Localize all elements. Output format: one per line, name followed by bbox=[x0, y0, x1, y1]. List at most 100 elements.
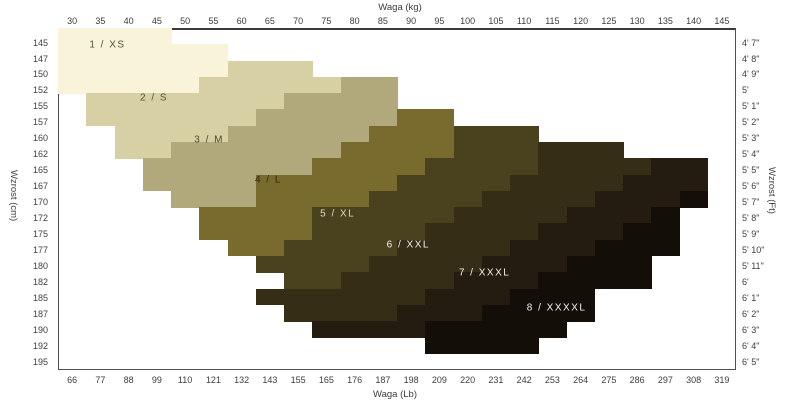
size-region-4-l bbox=[199, 223, 313, 241]
lb-tick-286: 286 bbox=[629, 375, 645, 385]
cm-tick-190: 190 bbox=[32, 324, 48, 335]
size-label-5-xl: 5 / XL bbox=[320, 208, 356, 220]
size-region-8-xxxxl bbox=[651, 207, 680, 224]
size-region-6-xxl bbox=[481, 190, 596, 208]
ft-tick-13: 5' 10" bbox=[742, 244, 765, 255]
size-region-6-xxl bbox=[340, 272, 454, 290]
lb-tick-275: 275 bbox=[601, 375, 617, 385]
size-region-6-xxl bbox=[538, 142, 624, 159]
size-region-4-l bbox=[255, 190, 370, 208]
lb-tick-308: 308 bbox=[686, 375, 702, 385]
size-region-8-xxxxl bbox=[510, 288, 596, 306]
ft-tick-15: 6' bbox=[742, 276, 749, 287]
kg-tick-100: 100 bbox=[460, 16, 476, 26]
ft-tick-17: 6' 2" bbox=[742, 308, 760, 319]
kg-tick-30: 30 bbox=[67, 16, 78, 26]
ft-tick-18: 6' 3" bbox=[742, 324, 760, 335]
kg-tick-105: 105 bbox=[488, 16, 504, 26]
size-region-2-s bbox=[199, 76, 341, 94]
cm-tick-192: 192 bbox=[32, 340, 48, 351]
cm-tick-165: 165 bbox=[32, 165, 48, 176]
size-region-8-xxxxl bbox=[425, 337, 539, 355]
ft-tick-14: 5' 11" bbox=[742, 260, 764, 271]
ft-tick-20: 6' 5" bbox=[742, 356, 760, 367]
cm-tick-180: 180 bbox=[32, 260, 48, 271]
size-region-3-m bbox=[171, 190, 257, 208]
size-region-3-m bbox=[171, 142, 341, 159]
lb-tick-297: 297 bbox=[657, 375, 673, 385]
kg-tick-65: 65 bbox=[264, 16, 275, 26]
right-axis-title: Wzrost (Ft) bbox=[766, 167, 777, 214]
size-region-5-xl bbox=[312, 207, 454, 224]
size-region-2-s bbox=[114, 125, 228, 143]
lb-tick-198: 198 bbox=[403, 375, 419, 385]
size-region-3-m bbox=[142, 158, 313, 176]
ft-tick-3: 5' bbox=[742, 85, 749, 96]
cm-tick-157: 157 bbox=[32, 117, 48, 128]
size-region-6-xxl bbox=[368, 256, 483, 273]
kg-tick-135: 135 bbox=[657, 16, 673, 26]
bottom-axis-title: Waga (Lb) bbox=[373, 389, 417, 400]
size-region-8-xxxxl bbox=[425, 321, 567, 338]
lb-tick-220: 220 bbox=[460, 375, 476, 385]
kg-tick-50: 50 bbox=[180, 16, 191, 26]
ft-tick-2: 4' 9" bbox=[742, 69, 760, 80]
size-region-1-xs bbox=[58, 76, 200, 94]
size-region-8-xxxxl bbox=[481, 304, 596, 322]
size-label-3-m: 3 / M bbox=[194, 134, 224, 146]
size-region-4-l bbox=[227, 239, 285, 257]
kg-tick-130: 130 bbox=[629, 16, 645, 26]
lb-tick-66: 66 bbox=[67, 375, 78, 385]
kg-tick-80: 80 bbox=[349, 16, 360, 26]
size-region-3-m bbox=[340, 76, 398, 94]
top-axis-title: Waga (kg) bbox=[378, 2, 422, 13]
lb-tick-121: 121 bbox=[205, 375, 221, 385]
size-region-6-xxl bbox=[255, 288, 426, 306]
size-region-7-xxxl bbox=[538, 223, 624, 241]
size-region-7-xxxl bbox=[453, 272, 539, 290]
lb-tick-143: 143 bbox=[262, 375, 278, 385]
size-region-1-xs bbox=[58, 28, 172, 45]
cm-tick-167: 167 bbox=[32, 181, 48, 191]
cm-tick-175: 175 bbox=[32, 228, 48, 239]
size-region-5-xl bbox=[368, 190, 483, 208]
size-region-4-l bbox=[199, 207, 313, 224]
size-region-6-xxl bbox=[510, 174, 624, 192]
size-region-5-xl bbox=[312, 223, 426, 241]
size-region-6-xxl bbox=[425, 223, 539, 241]
lb-tick-176: 176 bbox=[347, 375, 363, 385]
size-region-5-xl bbox=[453, 142, 539, 159]
cm-tick-160: 160 bbox=[32, 133, 48, 144]
cm-tick-150: 150 bbox=[32, 69, 48, 80]
lb-tick-155: 155 bbox=[290, 375, 306, 385]
cm-tick-170: 170 bbox=[32, 197, 48, 207]
left-axis-title: Wzrost (cm) bbox=[8, 170, 19, 222]
size-region-4-l bbox=[312, 158, 426, 176]
size-region-3-m bbox=[284, 93, 398, 110]
ft-tick-16: 6' 1" bbox=[742, 292, 760, 303]
ft-tick-19: 6' 4" bbox=[742, 340, 760, 351]
size-regions-layer: 1 / XS 2 / S 3 / M 4 / L 5 / XL 6 / XXL 7 / XX… bbox=[58, 28, 736, 370]
lb-tick-99: 99 bbox=[151, 375, 162, 385]
size-region-7-xxxl bbox=[594, 190, 680, 208]
lb-tick-110: 110 bbox=[177, 375, 193, 385]
size-label-1-xs: 1 / XS bbox=[89, 39, 126, 51]
size-label-6-xxl: 6 / XXL bbox=[386, 239, 430, 251]
size-region-7-xxxl bbox=[481, 256, 567, 273]
size-region-2-s bbox=[227, 60, 313, 78]
cm-tick-195: 195 bbox=[32, 356, 48, 367]
ft-tick-6: 5' 3" bbox=[742, 133, 760, 144]
lb-tick-209: 209 bbox=[431, 375, 447, 385]
kg-tick-90: 90 bbox=[406, 16, 417, 26]
size-label-2-s: 2 / S bbox=[140, 92, 169, 104]
kg-tick-145: 145 bbox=[714, 16, 730, 26]
kg-tick-35: 35 bbox=[95, 16, 106, 26]
size-region-4-l bbox=[368, 125, 454, 143]
lb-tick-187: 187 bbox=[375, 375, 391, 385]
cm-tick-152: 152 bbox=[32, 85, 48, 96]
size-region-8-xxxxl bbox=[623, 223, 680, 241]
lb-tick-231: 231 bbox=[488, 375, 504, 385]
kg-tick-125: 125 bbox=[601, 16, 617, 26]
size-region-7-xxxl bbox=[397, 304, 483, 322]
